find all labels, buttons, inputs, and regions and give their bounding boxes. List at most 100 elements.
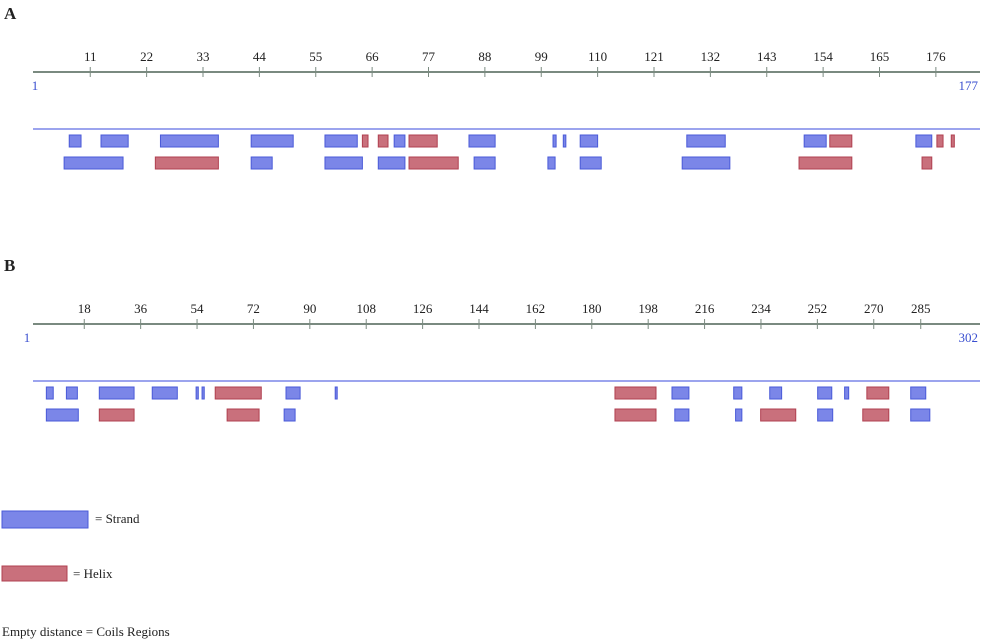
strand-segment	[45, 386, 54, 400]
tick-label: 252	[808, 301, 828, 316]
strand-segment	[63, 156, 124, 170]
tick-label: 44	[253, 49, 267, 64]
strand-segment	[65, 386, 78, 400]
strand-segment	[283, 408, 296, 422]
helix-segment	[226, 408, 260, 422]
strand-segment	[844, 386, 850, 400]
strand-segment	[817, 408, 834, 422]
range-start: 1	[32, 78, 39, 93]
strand-segment	[151, 386, 178, 400]
strand-segment	[324, 156, 363, 170]
tick-label: 11	[84, 49, 97, 64]
helix-segment	[377, 134, 389, 148]
helix-segment	[361, 134, 369, 148]
helix-segment	[862, 408, 890, 422]
tick-label: 126	[413, 301, 433, 316]
strand-segment	[735, 408, 743, 422]
tick-label: 90	[303, 301, 316, 316]
strand-segment	[473, 156, 496, 170]
legend-swatch	[1, 565, 68, 582]
strand-segment	[195, 386, 199, 400]
tick-label: 110	[588, 49, 607, 64]
strand-segment	[671, 386, 690, 400]
tick-label: 144	[469, 301, 489, 316]
tick-label: 88	[478, 49, 491, 64]
legend-label: = Helix	[73, 566, 113, 581]
tick-label: 54	[191, 301, 205, 316]
range-end: 177	[959, 78, 979, 93]
tick-label: 216	[695, 301, 715, 316]
tick-label: 234	[751, 301, 771, 316]
strand-segment	[68, 134, 82, 148]
legend-label: = Strand	[95, 511, 140, 526]
strand-segment	[285, 386, 301, 400]
strand-segment	[579, 156, 602, 170]
note: Empty distance = Coils Regions	[2, 624, 170, 639]
helix-segment	[760, 408, 797, 422]
helix-segment	[614, 408, 657, 422]
strand-segment	[324, 134, 358, 148]
strand-segment	[377, 156, 406, 170]
strand-segment	[100, 134, 129, 148]
helix-segment	[408, 156, 459, 170]
tick-label: 176	[926, 49, 946, 64]
tick-label: 108	[356, 301, 376, 316]
strand-segment	[817, 386, 833, 400]
helix-segment	[866, 386, 890, 400]
helix-segment	[798, 156, 853, 170]
helix-segment	[214, 386, 262, 400]
helix-segment	[154, 156, 219, 170]
tick-label: 121	[644, 49, 664, 64]
tick-label: 143	[757, 49, 777, 64]
strand-segment	[334, 386, 338, 400]
helix-segment	[921, 156, 933, 170]
legend-swatch	[1, 510, 89, 529]
strand-segment	[674, 408, 690, 422]
strand-segment	[915, 134, 933, 148]
tick-label: 285	[911, 301, 931, 316]
strand-segment	[769, 386, 783, 400]
strand-segment	[552, 134, 557, 148]
tick-label: 22	[140, 49, 153, 64]
range-start: 1	[24, 330, 31, 345]
range-end: 302	[959, 330, 979, 345]
strand-segment	[159, 134, 219, 148]
strand-segment	[733, 386, 743, 400]
strand-segment	[250, 134, 294, 148]
strand-segment	[579, 134, 599, 148]
panel-label: A	[4, 4, 17, 23]
strand-segment	[681, 156, 731, 170]
helix-segment	[950, 134, 955, 148]
tick-label: 162	[526, 301, 546, 316]
strand-segment	[686, 134, 726, 148]
tick-label: 36	[134, 301, 148, 316]
tick-label: 66	[366, 49, 380, 64]
strand-segment	[45, 408, 79, 422]
strand-segment	[393, 134, 406, 148]
strand-segment	[201, 386, 205, 400]
strand-segment	[98, 386, 135, 400]
tick-label: 55	[309, 49, 322, 64]
tick-label: 99	[535, 49, 548, 64]
helix-segment	[408, 134, 438, 148]
strand-segment	[910, 386, 927, 400]
tick-label: 165	[870, 49, 890, 64]
helix-segment	[614, 386, 657, 400]
tick-label: 18	[78, 301, 91, 316]
strand-segment	[468, 134, 496, 148]
tick-label: 180	[582, 301, 602, 316]
strand-segment	[547, 156, 556, 170]
tick-label: 132	[701, 49, 721, 64]
strand-segment	[910, 408, 931, 422]
tick-label: 154	[813, 49, 833, 64]
strand-segment	[562, 134, 567, 148]
tick-label: 270	[864, 301, 884, 316]
tick-label: 198	[638, 301, 658, 316]
strand-segment	[803, 134, 827, 148]
tick-label: 33	[197, 49, 210, 64]
helix-segment	[829, 134, 853, 148]
tick-label: 72	[247, 301, 260, 316]
helix-segment	[98, 408, 135, 422]
panel-label: B	[4, 256, 15, 275]
